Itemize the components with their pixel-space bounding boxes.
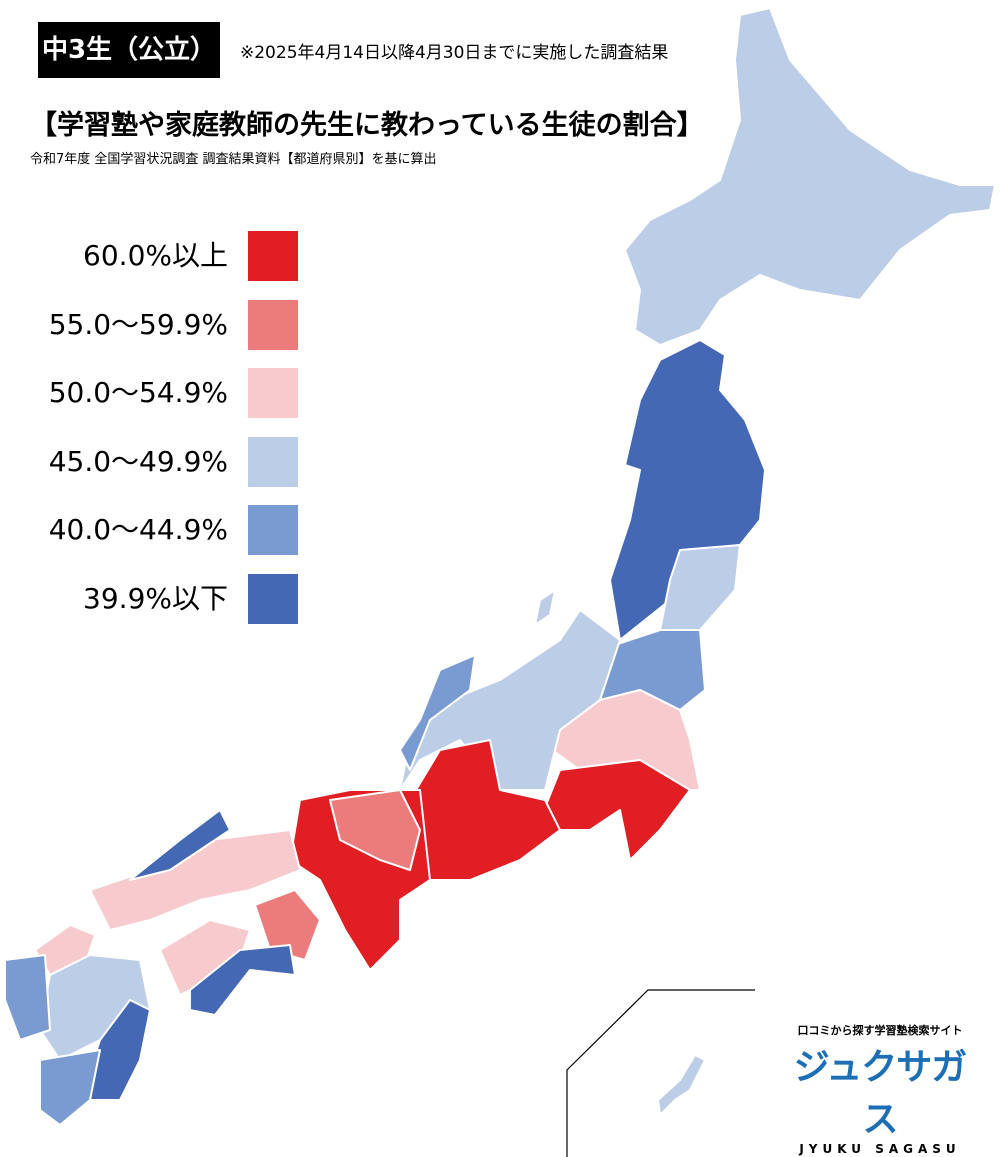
noto bbox=[399, 654, 476, 771]
sanin bbox=[129, 809, 231, 881]
chubu-north bbox=[399, 609, 621, 791]
title: 【学習塾や家庭教師の先生に教わっている生徒の割合】 bbox=[30, 110, 704, 141]
legend-item: 45.0～49.9% bbox=[0, 436, 300, 487]
hyogo-south bbox=[254, 889, 321, 961]
legend-item: 40.0～44.9% bbox=[0, 505, 300, 555]
legend-label: 60.0%以上 bbox=[83, 239, 228, 272]
legend-swatch bbox=[248, 505, 298, 555]
hokkaido bbox=[624, 7, 996, 346]
legend-label: 55.0～59.9% bbox=[48, 307, 228, 341]
kyushu-south bbox=[39, 1049, 101, 1126]
kinki-north bbox=[329, 789, 421, 871]
shikoku-south bbox=[189, 944, 296, 1016]
sado bbox=[534, 589, 556, 626]
legend-label: 45.0～49.9% bbox=[48, 444, 228, 478]
logo: 口コミから探す学習塾検索サイト ジュクサガス JYUKU SAGASU bbox=[790, 1022, 970, 1156]
legend-swatch bbox=[248, 436, 298, 487]
legend-label: 39.9%以下 bbox=[83, 581, 228, 615]
logo-name: ジュクサガス bbox=[793, 1047, 967, 1140]
legend-label: 50.0～54.9% bbox=[48, 376, 228, 409]
legend-swatch bbox=[248, 573, 298, 624]
legend-item: 39.9%以下 bbox=[0, 573, 300, 624]
badge: 中3生（公立） bbox=[38, 22, 220, 78]
inset-border bbox=[566, 989, 755, 1157]
note: ※2025年4月14日以降4月30日までに実施した調査結果 bbox=[240, 43, 669, 63]
legend-item: 50.0～54.9% bbox=[0, 368, 300, 418]
legend-item: 55.0～59.9% bbox=[0, 299, 300, 350]
kyushu-west bbox=[4, 954, 51, 1041]
okinawa bbox=[657, 1054, 706, 1116]
legend-item: 60.0%以上 bbox=[0, 231, 300, 281]
subtitle: 令和7年度 全国学習状況調査 調査結果資料【都道府県別】を基に算出 bbox=[30, 152, 437, 167]
legend-swatch bbox=[248, 368, 298, 418]
legend-label: 40.0～44.9% bbox=[48, 513, 228, 546]
logo-tagline: 口コミから探す学習塾検索サイト bbox=[797, 1024, 963, 1037]
logo-romaji: JYUKU SAGASU bbox=[799, 1142, 961, 1156]
legend-swatch bbox=[248, 299, 298, 350]
legend-swatch bbox=[248, 231, 298, 281]
